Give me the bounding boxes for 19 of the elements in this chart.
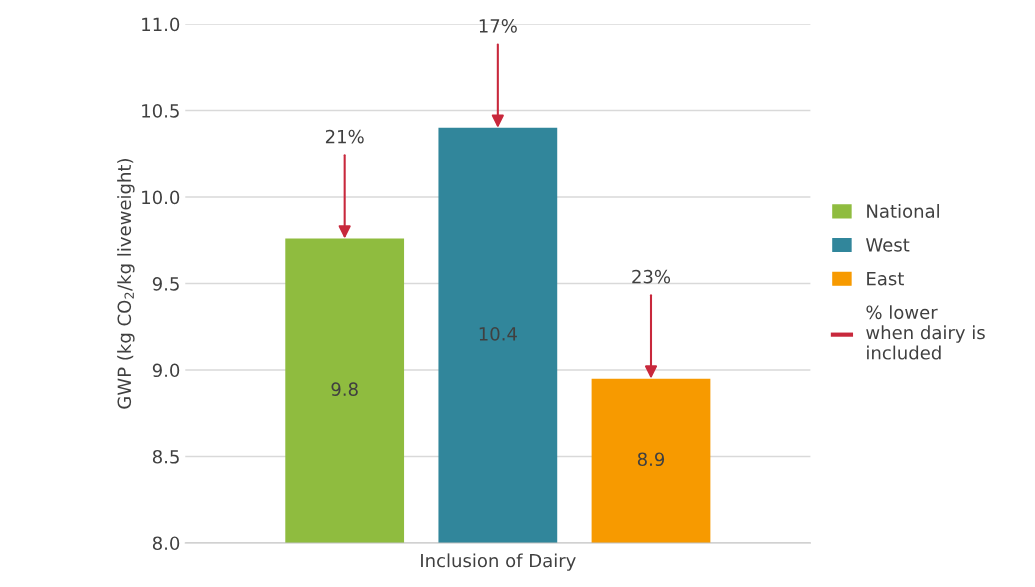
data-label: 8.9 [637,452,665,467]
y-tick-label: 8.5 [152,449,179,464]
legend-label: National [867,203,939,218]
annotation: 23% [632,269,671,284]
y-tick-label: 9.0 [152,363,180,378]
legend-label: West [866,238,910,252]
y-axis-title: GWP (kg CO$_{2}$/kg liveweight) [117,159,135,409]
legend-label: East [867,271,904,286]
annotation: 21% [325,129,364,144]
y-tick-label: 8.0 [152,536,180,551]
annotation: 17% [479,19,517,33]
y-tick-label: 9.5 [152,276,179,291]
legend-label: % lower when dairy is included [866,305,985,360]
y-tick-label: 10.5 [142,104,179,118]
y-tick-label: 11.0 [142,17,180,32]
x-axis-title: Inclusion of Dairy [421,553,576,571]
y-tick-label: 10.0 [142,190,180,205]
data-label: 10.4 [479,326,517,341]
data-label: 9.8 [331,382,358,396]
